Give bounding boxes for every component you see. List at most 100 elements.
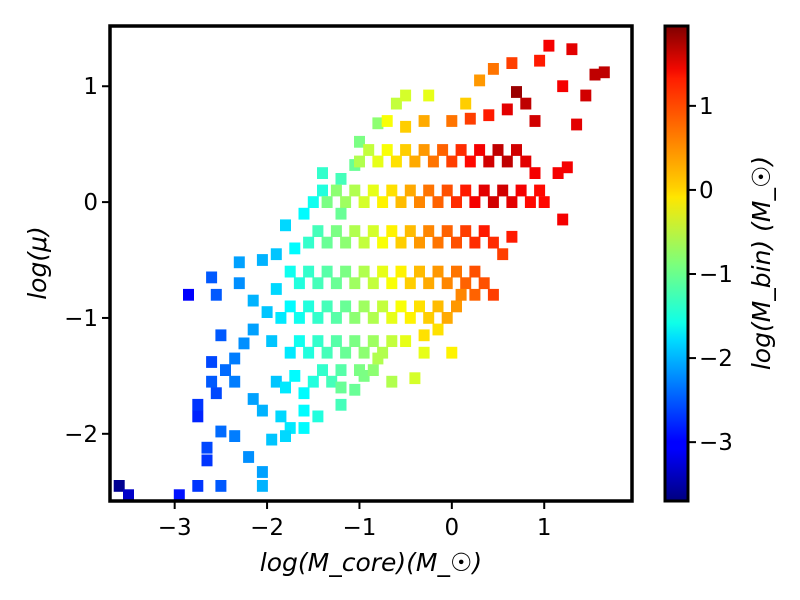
heatmap-cell bbox=[280, 381, 291, 394]
heatmap-cell bbox=[358, 196, 370, 208]
heatmap-cell bbox=[455, 288, 467, 301]
heatmap-cell bbox=[123, 489, 134, 501]
heatmap-cell bbox=[566, 43, 578, 56]
heatmap-cell bbox=[284, 422, 296, 434]
heatmap-cell bbox=[571, 118, 583, 131]
colorbar-tick-label: −2 bbox=[699, 346, 733, 372]
heatmap-cell bbox=[474, 74, 486, 87]
heatmap-cell bbox=[270, 375, 282, 388]
heatmap-cell bbox=[206, 356, 218, 368]
heatmap-cell bbox=[210, 387, 222, 400]
colorbar-tick-label: −3 bbox=[699, 430, 733, 456]
heatmap-cell bbox=[483, 109, 495, 122]
heatmap-cell bbox=[395, 236, 407, 249]
heatmap-cell bbox=[506, 57, 518, 69]
heatmap-cell bbox=[460, 277, 472, 290]
heatmap-cell bbox=[492, 144, 504, 156]
heatmap-cell bbox=[206, 375, 218, 388]
heatmap-cell bbox=[312, 225, 324, 237]
heatmap-cell bbox=[474, 144, 486, 156]
heatmap-cell bbox=[534, 184, 546, 197]
heatmap-cell bbox=[330, 277, 342, 290]
heatmap-cell bbox=[289, 370, 301, 382]
colorbar-tick-label: 0 bbox=[699, 178, 714, 204]
heatmap-cell bbox=[349, 335, 361, 347]
heatmap-cell bbox=[404, 277, 416, 290]
heatmap-cell bbox=[349, 225, 361, 237]
heatmap-cell bbox=[293, 312, 305, 324]
heatmap-cell bbox=[511, 86, 522, 98]
heatmap-cell bbox=[321, 300, 333, 313]
heatmap-cell bbox=[423, 184, 435, 197]
heatmap-cell bbox=[298, 422, 310, 434]
heatmap-cell bbox=[455, 144, 467, 156]
heatmap-cell bbox=[312, 312, 324, 324]
x-tick-label: −2 bbox=[250, 515, 284, 541]
y-tick-label: −1 bbox=[64, 306, 98, 332]
heatmap-cell bbox=[501, 103, 513, 116]
heatmap-cell bbox=[469, 236, 481, 249]
heatmap-cell bbox=[340, 346, 352, 359]
heatmap-cell bbox=[372, 352, 384, 365]
heatmap-cell bbox=[335, 364, 347, 376]
heatmap-cell bbox=[506, 230, 518, 243]
heatmap-cell bbox=[561, 161, 573, 174]
heatmap-cell bbox=[423, 312, 435, 324]
heatmap-cell bbox=[446, 155, 458, 168]
heatmap-cell bbox=[409, 372, 421, 385]
heatmap-cell bbox=[451, 265, 462, 278]
heatmap-cell bbox=[243, 451, 255, 463]
heatmap-cell bbox=[386, 312, 398, 324]
heatmap-cell bbox=[340, 236, 352, 249]
heatmap-cell bbox=[247, 393, 259, 405]
heatmap-cell bbox=[229, 430, 241, 442]
heatmap-cell bbox=[340, 300, 352, 313]
heatmap-cell bbox=[589, 68, 601, 81]
x-tick-label: −1 bbox=[342, 515, 376, 541]
heatmap-cell bbox=[335, 173, 347, 185]
heatmap-cell bbox=[303, 265, 315, 278]
heatmap-cell bbox=[284, 300, 296, 313]
heatmap-cell bbox=[284, 265, 296, 278]
heatmap-cell bbox=[270, 283, 282, 295]
heatmap-cell bbox=[478, 184, 490, 197]
x-tick-label: 0 bbox=[445, 515, 460, 541]
heatmap-cell bbox=[183, 288, 194, 301]
heatmap-cell bbox=[404, 184, 416, 197]
heatmap-cell bbox=[400, 89, 412, 102]
heatmap-cell bbox=[400, 144, 412, 156]
heatmap-cell bbox=[557, 213, 569, 226]
heatmap-cell bbox=[543, 39, 555, 52]
heatmap-cell bbox=[404, 225, 416, 237]
heatmap-cell bbox=[367, 335, 379, 347]
heatmap-cell bbox=[437, 144, 449, 156]
heatmap-cell bbox=[506, 196, 518, 208]
heatmap-cell bbox=[367, 225, 379, 237]
heatmap-cell bbox=[534, 54, 546, 67]
heatmap-cell bbox=[330, 225, 342, 237]
heatmap-cell bbox=[386, 225, 398, 237]
heatmap-cell bbox=[330, 335, 342, 347]
heatmap-cell bbox=[432, 265, 444, 278]
x-tick-label: 1 bbox=[537, 515, 552, 541]
heatmap-cell bbox=[256, 466, 268, 478]
heatmap-cell bbox=[390, 155, 402, 168]
heatmap-cell bbox=[330, 184, 342, 197]
heatmap-cell bbox=[487, 196, 499, 208]
heatmap-cell bbox=[206, 271, 218, 284]
heatmap-cell bbox=[247, 294, 259, 307]
colorbar-ticks: −3 −2 −1 0 1 bbox=[688, 94, 733, 456]
heatmap-cell bbox=[414, 236, 425, 249]
heatmap-cell bbox=[487, 63, 499, 75]
heatmap-cell bbox=[358, 265, 370, 278]
y-tick-label: 0 bbox=[83, 190, 98, 216]
heatmap-cell bbox=[293, 335, 305, 347]
heatmap-cell bbox=[386, 375, 398, 388]
heatmap-cell bbox=[192, 398, 204, 411]
heatmap-cell bbox=[340, 196, 352, 208]
y-axis-ticks: −2 −1 0 1 bbox=[64, 74, 110, 448]
heatmap-cell bbox=[469, 265, 481, 278]
heatmap-cell bbox=[317, 167, 328, 179]
heatmap-cell bbox=[441, 277, 453, 290]
heatmap-cell bbox=[270, 248, 282, 261]
